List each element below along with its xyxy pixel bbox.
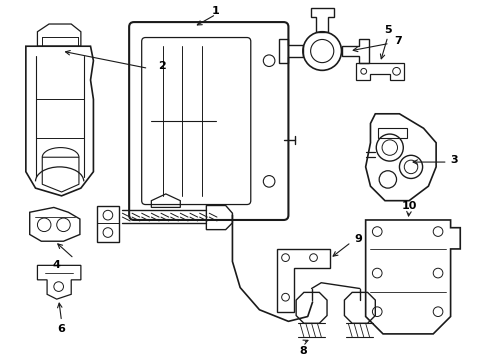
- Text: 2: 2: [158, 60, 165, 71]
- Text: 8: 8: [299, 346, 306, 356]
- Text: 4: 4: [53, 260, 61, 270]
- Text: 5: 5: [383, 25, 391, 35]
- Text: 7: 7: [394, 36, 402, 46]
- Text: 6: 6: [58, 324, 65, 334]
- Text: 3: 3: [449, 155, 457, 165]
- Text: 9: 9: [353, 234, 361, 244]
- Text: 1: 1: [212, 5, 220, 15]
- Text: 10: 10: [401, 201, 416, 211]
